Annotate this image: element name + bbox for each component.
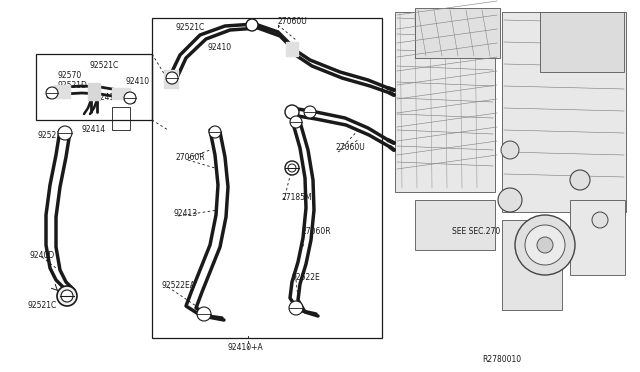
Bar — [112, 107, 130, 130]
Text: 92410: 92410 — [126, 77, 150, 87]
Text: 27060U: 27060U — [278, 17, 308, 26]
Circle shape — [498, 188, 522, 212]
Circle shape — [197, 307, 211, 321]
Polygon shape — [164, 70, 178, 88]
Circle shape — [289, 301, 303, 315]
Bar — [152, 18, 382, 338]
Text: 92410+A: 92410+A — [228, 343, 264, 353]
Text: 27060R: 27060R — [302, 228, 332, 237]
Polygon shape — [286, 42, 298, 56]
Circle shape — [288, 164, 296, 172]
Polygon shape — [54, 85, 70, 98]
Text: 9240D: 9240D — [30, 250, 55, 260]
Bar — [502, 12, 626, 212]
Circle shape — [570, 170, 590, 190]
Circle shape — [304, 106, 316, 118]
Text: 92522E: 92522E — [292, 273, 321, 282]
Polygon shape — [112, 88, 130, 99]
Circle shape — [592, 212, 608, 228]
Text: 92522EA: 92522EA — [162, 280, 196, 289]
Text: 92521C: 92521C — [38, 131, 67, 141]
Circle shape — [61, 290, 73, 302]
Circle shape — [124, 92, 136, 104]
Bar — [88, 83, 100, 100]
Text: 92521C: 92521C — [176, 23, 205, 32]
Bar — [395, 12, 495, 192]
Bar — [164, 70, 178, 88]
Bar — [286, 42, 298, 56]
Bar — [570, 200, 625, 275]
Text: SEE SEC.270: SEE SEC.270 — [452, 228, 500, 237]
Text: 92521C: 92521C — [28, 301, 57, 310]
Circle shape — [166, 72, 178, 84]
Bar — [415, 8, 500, 58]
Circle shape — [246, 19, 258, 31]
Bar — [415, 200, 495, 250]
Text: 92521C: 92521C — [90, 61, 119, 71]
Circle shape — [501, 141, 519, 159]
Polygon shape — [88, 83, 100, 100]
Circle shape — [58, 126, 72, 140]
Circle shape — [285, 105, 299, 119]
Circle shape — [209, 126, 221, 138]
Bar — [36, 54, 152, 120]
Bar — [502, 220, 562, 310]
Bar — [54, 85, 70, 98]
Circle shape — [46, 87, 58, 99]
Text: 92414: 92414 — [82, 125, 106, 135]
Circle shape — [57, 286, 77, 306]
Text: 27060U: 27060U — [336, 144, 365, 153]
Circle shape — [537, 237, 553, 253]
Text: 27185M: 27185M — [282, 193, 312, 202]
Bar — [540, 12, 624, 72]
Text: 92415: 92415 — [96, 93, 120, 103]
Circle shape — [515, 215, 575, 275]
Text: 92410: 92410 — [208, 44, 232, 52]
Text: 92521D: 92521D — [58, 81, 88, 90]
Text: 92413: 92413 — [174, 209, 198, 218]
Text: 92570: 92570 — [58, 71, 83, 80]
Circle shape — [525, 225, 565, 265]
Circle shape — [285, 161, 299, 175]
Text: R2780010: R2780010 — [482, 356, 521, 365]
Circle shape — [290, 116, 302, 128]
Text: 27060R: 27060R — [176, 154, 205, 163]
